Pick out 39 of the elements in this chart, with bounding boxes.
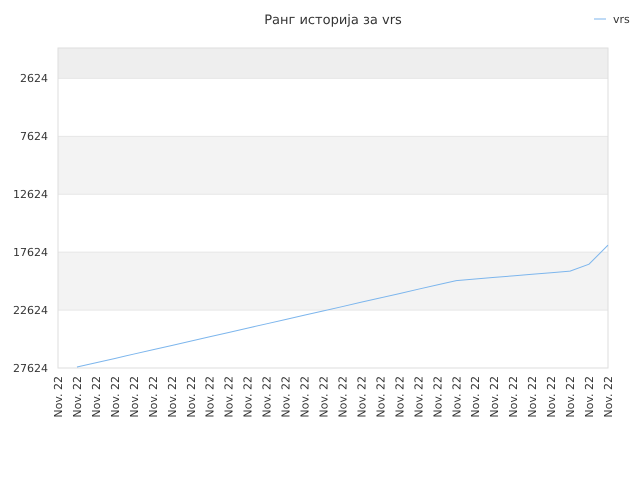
x-tick-label: Nov. 22 (90, 376, 103, 418)
y-tick-label: 17624 (13, 246, 48, 260)
x-tick-label: Nov. 22 (469, 376, 482, 418)
x-tick-label: Nov. 22 (450, 376, 464, 418)
legend-label: vrs (613, 12, 630, 26)
line-series (76, 244, 608, 368)
x-tick-label: Nov. 22 (70, 376, 84, 418)
x-tick-label: Nov. 22 (222, 376, 236, 418)
x-tick-label: Nov. 22 (412, 376, 426, 418)
x-tick-label: Nov. 22 (355, 376, 368, 418)
y-tick-label: 2624 (20, 72, 48, 86)
x-tick-label: Nov. 22 (431, 376, 444, 418)
chart-title: Ранг историја за vrs (264, 13, 402, 28)
x-tick-label: Nov. 22 (318, 376, 331, 418)
y-tick-label: 7624 (20, 130, 48, 144)
x-tick-label: Nov. 22 (583, 376, 596, 418)
x-tick-label: Nov. 22 (488, 376, 502, 418)
x-tick-label: Nov. 22 (280, 376, 293, 418)
x-tick-label: Nov. 22 (374, 376, 388, 418)
x-tick-label: Nov. 22 (108, 376, 122, 418)
x-tick-label: Nov. 22 (204, 376, 217, 418)
x-tick-label: Nov. 22 (146, 376, 160, 418)
y-tick-label: 27624 (13, 362, 48, 375)
x-tick-label: Nov. 22 (298, 376, 312, 418)
x-tick-label: Nov. 22 (184, 376, 198, 418)
x-tick-label: Nov. 22 (564, 376, 578, 418)
x-tick-label: Nov. 22 (393, 376, 406, 418)
x-tick-label: Nov. 22 (128, 376, 141, 418)
x-tick-label: Nov. 22 (507, 376, 520, 418)
x-tick-label: Nov. 22 (545, 376, 558, 418)
x-tick-label: Nov. 22 (166, 376, 179, 418)
x-tick-label: Nov. 22 (526, 376, 540, 418)
y-tick-label: 22624 (13, 304, 48, 317)
x-tick-label: Nov. 22 (260, 376, 274, 418)
y-tick-label: 12624 (13, 188, 48, 202)
x-tick-label: Nov. 22 (52, 376, 65, 418)
x-tick-label: Nov. 22 (242, 376, 255, 418)
x-tick-label: Nov. 22 (602, 376, 615, 418)
x-tick-label: Nov. 22 (336, 376, 350, 418)
